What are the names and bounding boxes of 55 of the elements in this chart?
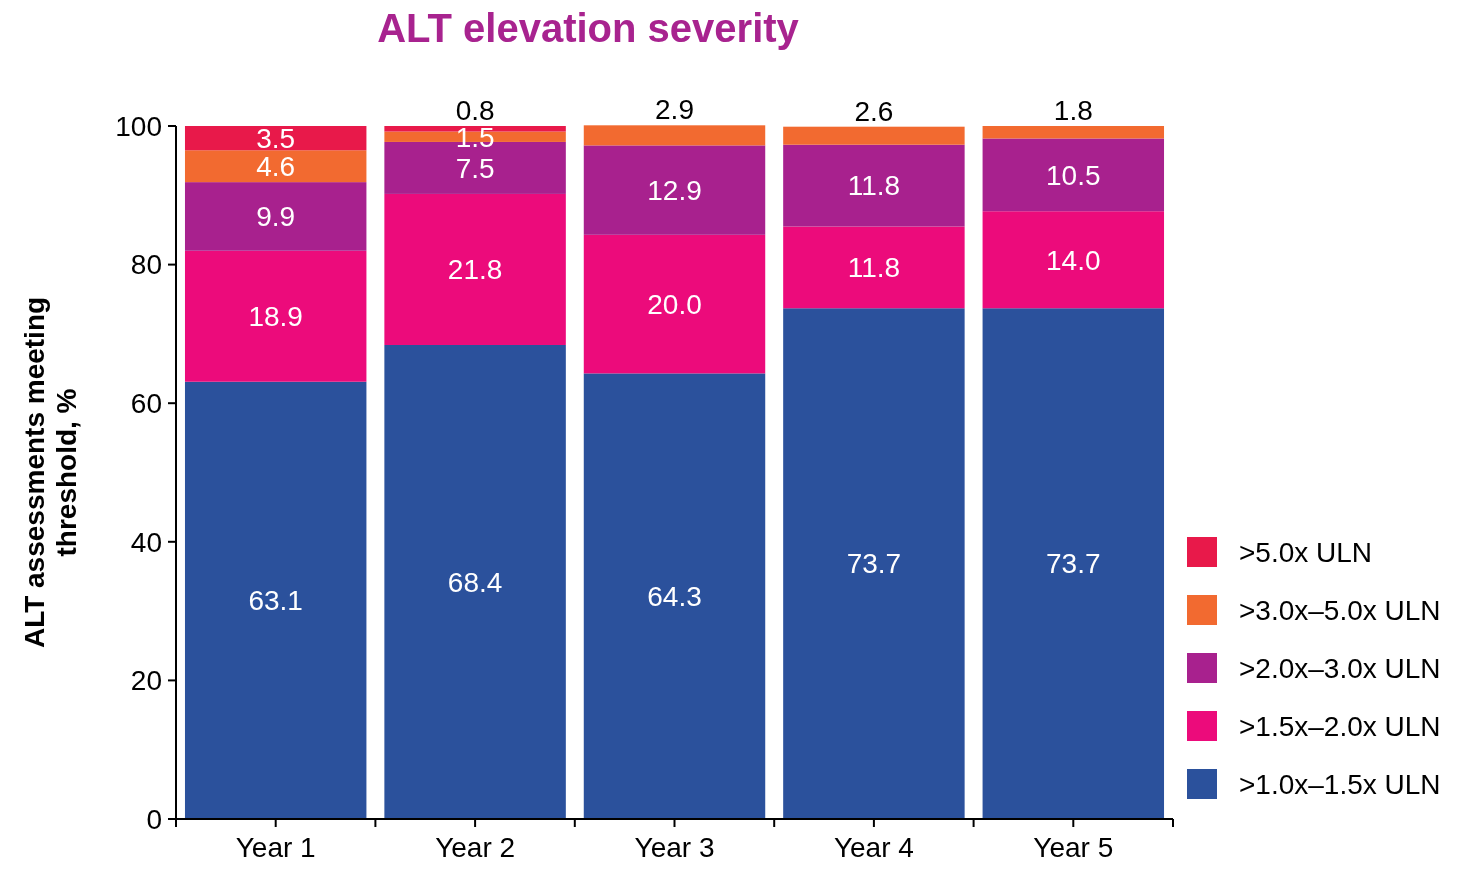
x-tick-label: Year 5 [1033, 832, 1114, 863]
bar [783, 144, 965, 227]
legend-label: >5.0x ULN [1239, 536, 1373, 568]
x-tick-label: Year 1 [235, 832, 316, 863]
data-label: 63.1 [248, 585, 303, 617]
y-tick-label: 100 [115, 110, 162, 142]
data-label: 2.6 [854, 95, 894, 127]
data-label: 68.4 [447, 566, 503, 598]
legend-label: >1.0x–1.5x ULN [1239, 768, 1441, 800]
data-label: 18.9 [248, 301, 303, 333]
legend-label: >1.5x–2.0x ULN [1239, 710, 1441, 742]
chart-title: ALT elevation severity [377, 6, 800, 50]
data-label: 64.3 [647, 581, 702, 612]
bar [783, 226, 965, 309]
data-label: 7.5 [455, 152, 495, 184]
data-label: 73.7 [1046, 548, 1101, 580]
legend-label: >2.0x–3.0x ULN [1239, 652, 1441, 684]
y-tick-label: 0 [146, 803, 162, 835]
data-label: 11.8 [847, 252, 901, 284]
data-label: 73.7 [846, 548, 902, 580]
bar [982, 308, 1165, 819]
bar [583, 125, 766, 146]
bar [184, 381, 367, 819]
x-tick-label: Year 2 [435, 832, 516, 863]
data-label: 12.9 [647, 174, 702, 206]
data-label: 1.8 [1053, 95, 1093, 126]
bar [184, 182, 367, 251]
data-label: 20.0 [647, 288, 702, 320]
bar [184, 126, 367, 151]
y-tick-label: 20 [130, 665, 162, 697]
y-axis-title: ALT assessments meeting threshold, % [19, 296, 82, 649]
y-tick-label: 40 [130, 526, 162, 558]
x-tick-label: Year 3 [634, 832, 715, 863]
bar [583, 145, 766, 235]
bar [783, 126, 965, 145]
bar [783, 308, 965, 819]
bar [583, 373, 766, 819]
bar [982, 126, 1165, 139]
data-label: 21.8 [447, 254, 503, 286]
bar [184, 250, 367, 382]
data-label: 14.0 [1046, 244, 1101, 276]
bar [384, 344, 566, 819]
bar [384, 193, 566, 345]
data-label: 11.8 [847, 170, 901, 202]
bar [982, 138, 1165, 212]
bar [583, 234, 766, 374]
data-label: 9.9 [256, 201, 296, 233]
x-tick-label: Year 4 [833, 832, 914, 863]
legend-label: >3.0x–5.0x ULN [1239, 594, 1441, 626]
data-label: 10.5 [1046, 159, 1101, 191]
bar [982, 211, 1165, 309]
bar [184, 150, 367, 183]
y-tick-label: 80 [130, 249, 162, 281]
data-label: 2.9 [655, 94, 694, 126]
y-tick-label: 60 [130, 388, 162, 419]
